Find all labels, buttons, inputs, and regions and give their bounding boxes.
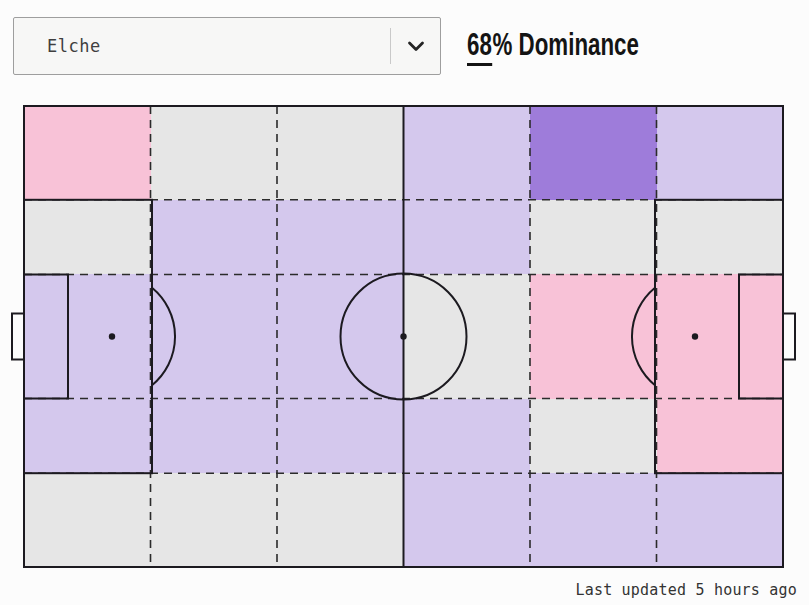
pitch-heatmap	[11, 105, 796, 568]
dominance-value: 68	[467, 27, 493, 66]
pitch-zone-r1c4	[404, 106, 531, 200]
team-select-value: Elche	[14, 36, 390, 56]
pitch-zone-r4c5	[530, 399, 657, 474]
pitch-zone-r2c5	[530, 200, 657, 275]
pitch-zone-r4c2	[151, 399, 278, 474]
pitch-zone-r3c2	[151, 274, 278, 399]
pitch-zone-r1c3	[277, 106, 404, 200]
pitch-zone-r1c6	[657, 106, 784, 200]
pitch-zone-r5c6	[657, 473, 784, 567]
pitch-zone-r1c5	[530, 106, 657, 200]
pitch-zone-r5c2	[151, 473, 278, 567]
last-updated-text: Last updated 5 hours ago	[575, 581, 797, 599]
pitch-zone-r2c4	[404, 200, 531, 275]
pitch-zone-r5c4	[404, 473, 531, 567]
pitch-zone-r1c2	[151, 106, 278, 200]
chevron-down-icon	[391, 41, 440, 52]
goal-left	[12, 314, 24, 360]
pitch-zone-r4c6	[657, 399, 784, 474]
pitch-zone-r5c1	[24, 473, 151, 567]
pitch-zone-r3c4	[404, 274, 531, 399]
pitch-zone-r2c2	[151, 200, 278, 275]
pitch-zone-r3c1	[24, 274, 151, 399]
goal-right	[783, 314, 795, 360]
pitch-zone-r3c3	[277, 274, 404, 399]
dominance-label: 68% Dominance	[467, 27, 639, 61]
pitch-zone-r4c3	[277, 399, 404, 474]
pitch-zone-r4c4	[404, 399, 531, 474]
pitch-zone-r4c1	[24, 399, 151, 474]
pitch-zone-r1c1	[24, 106, 151, 200]
team-select-dropdown[interactable]: Elche	[13, 17, 441, 75]
pitch-zone-r3c6	[657, 274, 784, 399]
pitch-zone-r2c6	[657, 200, 784, 275]
dominance-suffix: % Dominance	[493, 27, 639, 62]
pitch-zone-r5c5	[530, 473, 657, 567]
pitch-zone-r5c3	[277, 473, 404, 567]
pitch-zone-r2c3	[277, 200, 404, 275]
pitch-zone-r2c1	[24, 200, 151, 275]
pitch-zone-r3c5	[530, 274, 657, 399]
